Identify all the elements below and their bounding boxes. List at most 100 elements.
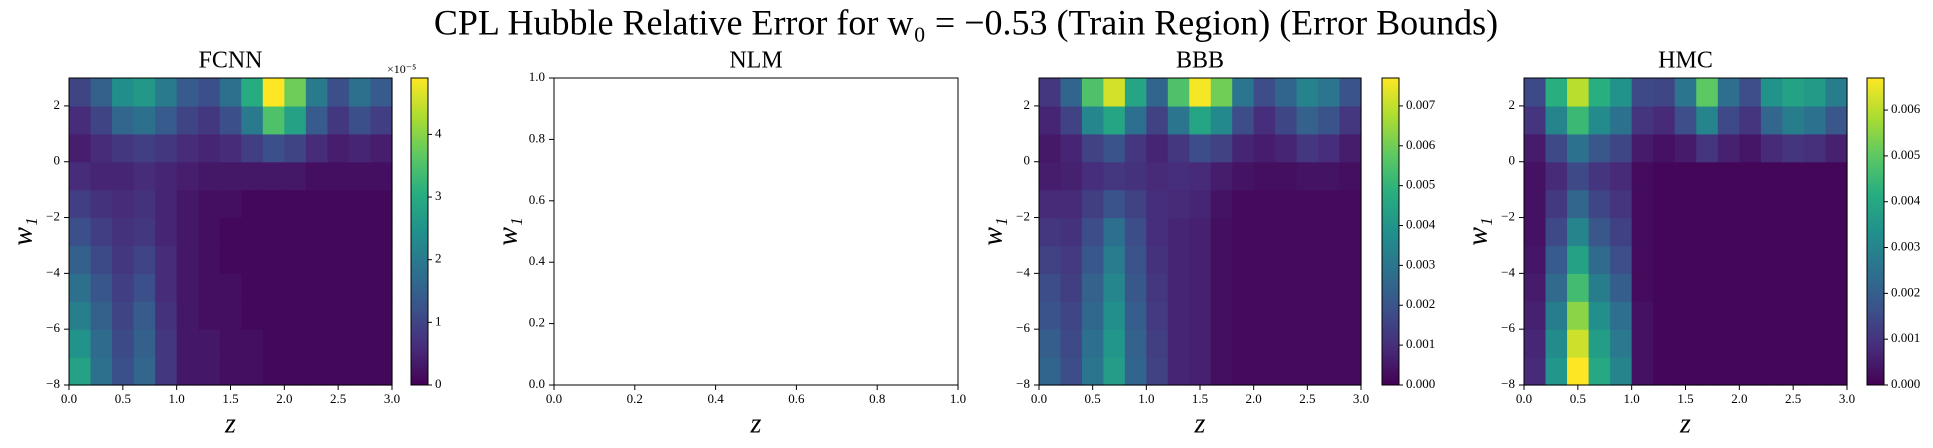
heatmap-cell — [1674, 133, 1697, 163]
heatmap-cell — [327, 217, 350, 247]
heatmap-cell — [1124, 161, 1147, 191]
heatmap-cell — [1189, 217, 1212, 247]
heatmap-cell — [1696, 273, 1719, 302]
heatmap-cell — [1060, 245, 1083, 274]
heatmap-cell — [1189, 133, 1212, 163]
heatmap-cell — [1674, 161, 1697, 191]
heatmap-cell — [1610, 105, 1633, 135]
heatmap-cell — [1103, 161, 1126, 191]
heatmap-cell — [1631, 189, 1654, 219]
heatmap-cell — [1124, 189, 1147, 219]
heatmap-cell — [69, 189, 92, 219]
heatmap-cell — [219, 329, 242, 358]
heatmap-cell — [1081, 161, 1104, 191]
heatmap-cell — [90, 133, 113, 163]
heatmap-cell — [112, 301, 135, 330]
heatmap-cell — [1275, 301, 1298, 330]
heatmap-cell — [262, 329, 285, 358]
heatmap-cell — [262, 161, 285, 191]
heatmap-cell — [112, 78, 135, 107]
heatmap-cell — [1275, 189, 1298, 219]
heatmap-cell — [1782, 161, 1805, 191]
heatmap-cell — [1631, 161, 1654, 191]
heatmap-cell — [198, 301, 221, 330]
heatmap-cell — [262, 133, 285, 163]
heatmap-cell — [112, 161, 135, 191]
heatmap-cell — [327, 273, 350, 302]
heatmap-cell — [1210, 273, 1233, 302]
heatmap-cell — [1253, 217, 1276, 247]
heatmap-cell — [1782, 329, 1805, 358]
heatmap-cell — [1610, 245, 1633, 274]
heatmap-cell — [1610, 161, 1633, 191]
heatmap-cell — [348, 78, 372, 107]
heatmap-cell — [241, 105, 264, 135]
heatmap-cell — [90, 78, 113, 107]
heatmap-cell — [1782, 78, 1805, 107]
heatmap-cell — [1760, 217, 1783, 247]
heatmap-cell — [1167, 217, 1190, 247]
heatmap-cell — [1825, 161, 1848, 191]
heatmap-cell — [1760, 105, 1783, 135]
heatmap-cell — [1674, 329, 1697, 358]
heatmap-cell — [1124, 329, 1147, 358]
y-tick-label: −4 — [1501, 264, 1515, 279]
heatmap-cell — [90, 301, 113, 330]
heatmap-cell — [1296, 78, 1319, 107]
heatmap-cell — [219, 78, 242, 107]
heatmap-cell — [370, 217, 393, 247]
heatmap-cell — [69, 105, 92, 135]
heatmap-cell — [1210, 105, 1233, 135]
heatmap-cell — [241, 245, 264, 274]
heatmap-cell — [327, 329, 350, 358]
heatmap-cell — [1717, 161, 1740, 191]
colorbar — [1866, 77, 1885, 386]
heatmap-cell — [284, 273, 307, 302]
heatmap-cell — [176, 357, 199, 386]
heatmap-cell — [1588, 245, 1611, 274]
heatmap-cell — [1060, 189, 1083, 219]
heatmap-cell — [1210, 217, 1233, 247]
heatmap-cell — [1739, 329, 1762, 358]
heatmap-cell — [348, 357, 372, 386]
heatmap-cell — [1631, 133, 1654, 163]
x-tick-label: 0.4 — [707, 391, 724, 406]
heatmap-cell — [1803, 273, 1827, 302]
y-tick-label: 2 — [1024, 97, 1031, 112]
heatmap-cell — [1253, 161, 1276, 191]
heatmap-cell — [1782, 189, 1805, 219]
x-tick-label: 0.0 — [61, 391, 77, 406]
heatmap-cell — [1232, 133, 1255, 163]
heatmap-cell — [1296, 301, 1319, 330]
heatmap-cell — [1296, 329, 1319, 358]
heatmap-cell — [370, 357, 393, 386]
heatmap-cell — [1146, 357, 1169, 386]
heatmap-cell — [1189, 78, 1212, 107]
heatmap-cell — [370, 301, 393, 330]
heatmap-cell — [1189, 189, 1212, 219]
heatmap-cell — [262, 105, 285, 135]
heatmap-cell — [1060, 133, 1083, 163]
colorbar-tick-label: 4 — [435, 125, 442, 140]
heatmap-cell — [1588, 357, 1611, 386]
colorbar-tick-label: 0.002 — [1891, 284, 1920, 299]
heatmap-cell — [69, 245, 92, 274]
x-tick-label: 0.5 — [1570, 391, 1586, 406]
heatmap-cell — [1339, 105, 1362, 135]
y-tick-label: 0.6 — [529, 192, 546, 207]
heatmap-cell — [112, 273, 135, 302]
heatmap-cell — [1253, 189, 1276, 219]
heatmap-cell — [1803, 245, 1827, 274]
heatmap-cell — [1825, 301, 1848, 330]
heatmap-cell — [1253, 105, 1276, 135]
heatmap-cell — [348, 273, 372, 302]
colorbar-tick-label: 0.005 — [1406, 177, 1435, 192]
heatmap-cell — [112, 357, 135, 386]
heatmap-cell — [1167, 329, 1190, 358]
heatmap-cell — [1103, 357, 1126, 386]
heatmap-cell — [1674, 217, 1697, 247]
heatmap-cell — [1318, 273, 1341, 302]
heatmap-cell — [1189, 245, 1212, 274]
heatmap-cell — [1103, 78, 1126, 107]
heatmap-cell — [1739, 245, 1762, 274]
